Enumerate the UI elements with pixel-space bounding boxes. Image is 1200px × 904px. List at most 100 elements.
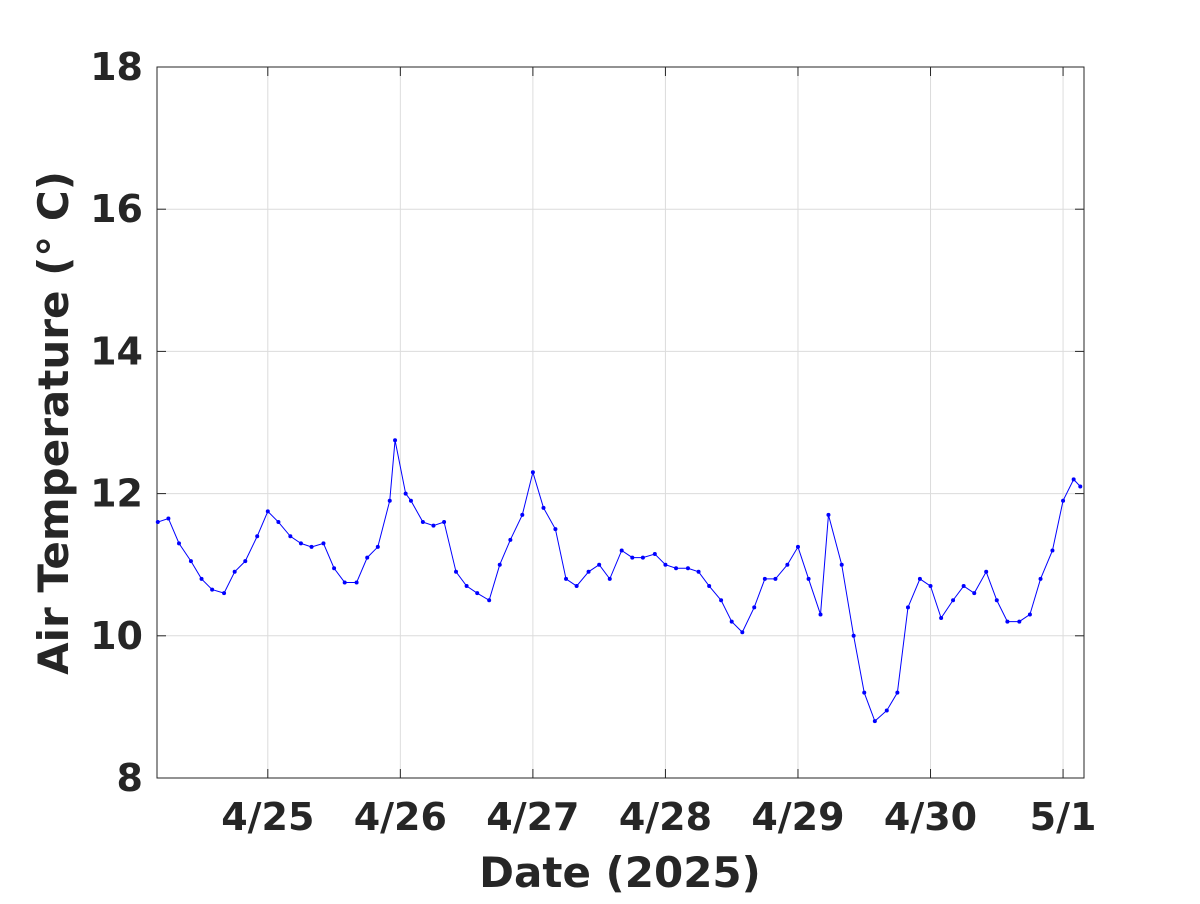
data-point: [553, 527, 558, 532]
data-point: [884, 708, 889, 713]
data-point: [342, 580, 347, 585]
data-point: [530, 470, 535, 475]
data-point: [288, 534, 293, 539]
data-line: [157, 440, 1081, 722]
data-point: [652, 552, 657, 557]
data-point: [199, 576, 204, 581]
data-point: [464, 584, 469, 589]
data-point: [574, 584, 579, 589]
data-point: [806, 576, 811, 581]
data-point: [905, 605, 910, 610]
data-point: [1027, 612, 1032, 617]
data-point: [851, 633, 856, 638]
data-point: [265, 509, 270, 514]
data-point: [177, 541, 182, 546]
data-point: [773, 576, 778, 581]
data-point: [917, 576, 922, 581]
y-tick-label: 18: [90, 45, 143, 89]
data-point: [354, 580, 359, 585]
data-point: [928, 584, 933, 589]
x-tick-label: 4/30: [884, 795, 977, 839]
data-point: [719, 598, 724, 603]
data-point: [586, 569, 591, 574]
data-point: [630, 555, 635, 560]
y-tick-label: 16: [90, 187, 143, 231]
data-point: [674, 566, 679, 571]
data-point: [403, 491, 408, 496]
data-point: [520, 512, 525, 517]
data-point: [155, 520, 160, 525]
data-point: [839, 562, 844, 567]
x-tick-label: 4/25: [221, 795, 314, 839]
data-point: [210, 587, 215, 592]
data-point: [309, 544, 314, 549]
data-point: [663, 562, 668, 567]
data-point: [475, 591, 480, 596]
data-point: [431, 523, 436, 528]
y-tick-label: 10: [90, 614, 143, 658]
data-point: [1061, 498, 1066, 503]
data-point: [442, 520, 447, 525]
data-point: [1078, 484, 1083, 489]
data-point: [785, 562, 790, 567]
y-tick-label: 14: [90, 329, 143, 373]
data-point: [994, 598, 999, 603]
x-axis-label: Date (2025): [479, 848, 761, 897]
data-point: [729, 619, 734, 624]
data-point: [420, 520, 425, 525]
data-point: [872, 719, 877, 724]
data-point: [685, 566, 690, 571]
data-point: [541, 505, 546, 510]
data-point: [972, 591, 977, 596]
x-tick-label: 4/29: [751, 795, 844, 839]
y-tick-label: 8: [117, 756, 143, 800]
data-point: [762, 576, 767, 581]
data-point: [508, 537, 513, 542]
x-tick-label: 4/28: [619, 795, 712, 839]
data-point: [166, 516, 171, 521]
data-point: [375, 544, 380, 549]
data-point: [984, 569, 989, 574]
data-point: [619, 548, 624, 553]
data-point: [232, 569, 237, 574]
data-point: [597, 562, 602, 567]
data-point: [740, 630, 745, 635]
data-point: [707, 584, 712, 589]
data-point: [332, 566, 337, 571]
x-tick-label: 5/1: [1030, 795, 1097, 839]
data-point: [818, 612, 823, 617]
data-point: [564, 576, 569, 581]
data-point: [795, 544, 800, 549]
data-point: [276, 520, 281, 525]
data-point: [321, 541, 326, 546]
data-point: [961, 584, 966, 589]
data-point: [255, 534, 260, 539]
data-point: [1038, 576, 1043, 581]
data-point: [1017, 619, 1022, 624]
data-point: [188, 559, 193, 564]
data-point: [1050, 548, 1055, 553]
x-tick-label: 4/27: [486, 795, 579, 839]
data-point: [951, 598, 956, 603]
data-point: [895, 690, 900, 695]
data-point: [752, 605, 757, 610]
data-point: [497, 562, 502, 567]
data-point: [243, 559, 248, 564]
data-point: [862, 690, 867, 695]
data-point: [298, 541, 303, 546]
data-point: [640, 555, 645, 560]
data-point: [365, 555, 370, 560]
data-point: [408, 498, 413, 503]
plot-frame: [156, 66, 1085, 779]
data-point: [1005, 619, 1010, 624]
data-point: [939, 616, 944, 621]
data-point: [387, 498, 392, 503]
data-point: [696, 569, 701, 574]
data-point: [826, 512, 831, 517]
x-tick-label: 4/26: [354, 795, 447, 839]
data-point: [487, 598, 492, 603]
data-point: [454, 569, 459, 574]
data-point: [1071, 477, 1076, 482]
